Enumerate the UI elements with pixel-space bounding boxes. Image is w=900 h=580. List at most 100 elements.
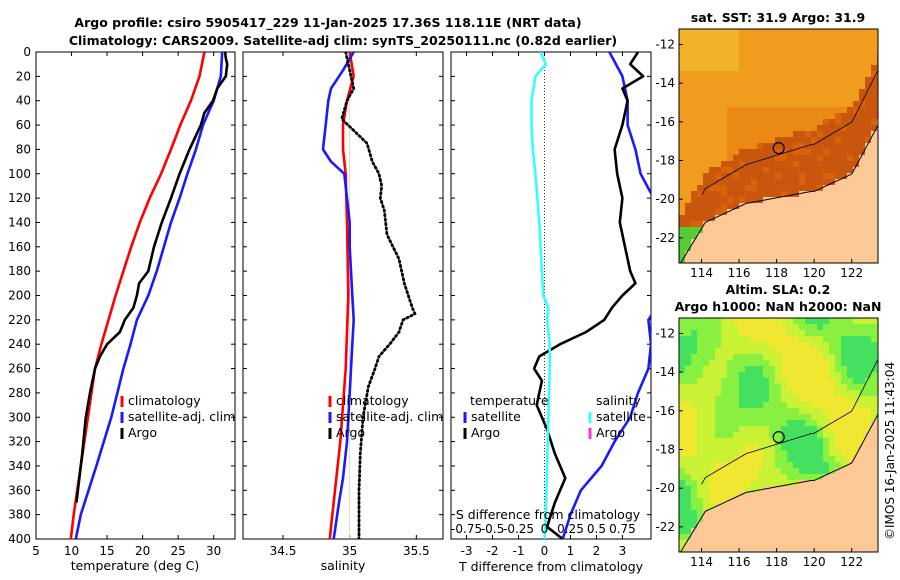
map-cell [703,414,710,421]
map-cell [769,47,776,54]
map-cell [703,540,710,547]
map-cell [691,53,698,60]
map-cell [697,53,704,60]
map-cell [805,137,812,144]
map-cell [871,59,878,66]
map-cell [697,83,704,90]
map-cell [703,137,710,144]
map-cell [865,239,872,246]
map-cell [781,197,788,204]
map-cell [865,432,872,439]
map-cell [751,29,758,36]
map-cell [763,107,770,114]
map-cell [787,233,794,240]
map-cell [709,191,716,198]
map-cell [793,528,800,535]
map-cell [823,65,830,72]
legend-label: satellite [596,409,646,424]
map-cell [703,378,710,385]
map-cell [757,324,764,331]
map-cell [853,492,860,499]
map-cell [847,318,854,325]
map-cell [685,492,692,499]
map-cell [691,113,698,120]
map-cell [679,492,686,499]
map-cell [721,203,728,210]
map-cell [835,65,842,72]
map-cell [715,185,722,192]
map-cell [679,173,686,180]
map-cell [823,125,830,132]
map-cell [817,107,824,114]
map-cell [841,318,848,325]
map-cell [697,456,704,463]
map-cell [727,324,734,331]
map-cell [709,384,716,391]
map-cell [871,71,878,78]
map-cell [709,504,716,511]
map-cell [751,540,758,547]
map-cell [685,137,692,144]
map-cell [841,233,848,240]
map-cell [745,125,752,132]
map-cell [739,432,746,439]
map-cell [841,354,848,361]
map-cell [865,233,872,240]
map-cell [781,504,788,511]
map-cell [835,215,842,222]
depth-tick-label: 360 [8,483,31,497]
map-cell [715,534,722,541]
map-cell [799,59,806,66]
map-cell [763,546,770,552]
map-cell [721,504,728,511]
map-cell [733,41,740,48]
map-cell [841,83,848,90]
map-cell [823,227,830,234]
map-cell [697,498,704,505]
map-cell [685,245,692,252]
map-cell [715,47,722,54]
map-cell [703,348,710,355]
map-cell [847,540,854,547]
map-cell [817,59,824,66]
map-cell [769,462,776,469]
map-cell [793,35,800,42]
map-cell [727,456,734,463]
map-cell [685,510,692,517]
map-cell [823,522,830,529]
s-tick-label: 0.5 [587,522,606,536]
difference-xlabel: T difference from climatology [458,559,644,574]
map-cell [811,161,818,168]
map-x-tick-label: 118 [765,555,788,569]
map-cell [853,474,860,481]
map-cell [697,131,704,138]
map-cell [703,29,710,36]
map-cell [799,221,806,228]
map-cell [799,504,806,511]
map-cell [721,540,728,547]
map-cell [817,390,824,397]
map-cell [781,390,788,397]
map-cell [823,402,830,409]
map-cell [697,480,704,487]
map-cell [817,245,824,252]
map-cell [751,113,758,120]
map-cell [745,462,752,469]
map-cell [817,29,824,36]
map-cell [787,336,794,343]
map-cell [733,342,740,349]
map-cell [709,402,716,409]
map-cell [763,516,770,523]
map-cell [811,456,818,463]
map-cell [733,251,740,258]
map-cell [787,53,794,60]
map-cell [769,245,776,252]
map-cell [787,318,794,325]
map-cell [715,95,722,102]
map-cell [715,390,722,397]
map-cell [739,492,746,499]
map-cell [847,119,854,126]
map-cell [799,47,806,54]
map-cell [841,251,848,258]
map-cell [739,203,746,210]
